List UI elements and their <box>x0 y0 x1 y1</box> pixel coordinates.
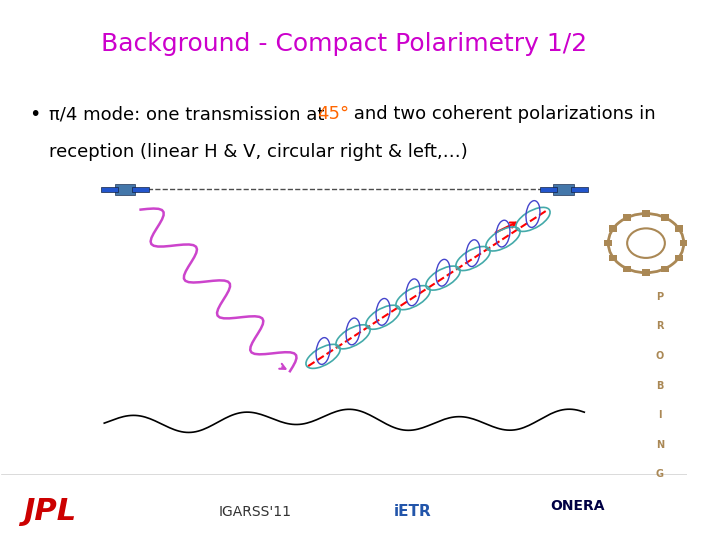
FancyBboxPatch shape <box>661 266 669 272</box>
FancyBboxPatch shape <box>554 184 574 195</box>
FancyBboxPatch shape <box>132 187 149 192</box>
Text: B: B <box>656 381 663 390</box>
Text: reception (linear H & V, circular right & left,…): reception (linear H & V, circular right … <box>50 143 468 161</box>
Text: Background - Compact Polarimetry 1/2: Background - Compact Polarimetry 1/2 <box>102 32 588 56</box>
Text: IGARSS'11: IGARSS'11 <box>219 505 292 519</box>
FancyBboxPatch shape <box>101 187 118 192</box>
Text: R: R <box>656 321 663 332</box>
FancyBboxPatch shape <box>114 184 135 195</box>
FancyBboxPatch shape <box>623 266 631 272</box>
FancyBboxPatch shape <box>604 240 613 246</box>
Text: iETR: iETR <box>394 504 432 519</box>
Text: ONERA: ONERA <box>550 500 605 514</box>
Text: and two coherent polarizations in: and two coherent polarizations in <box>348 105 655 123</box>
FancyBboxPatch shape <box>623 214 631 221</box>
FancyBboxPatch shape <box>661 214 669 221</box>
Text: O: O <box>656 351 664 361</box>
Text: N: N <box>656 440 664 450</box>
FancyBboxPatch shape <box>642 211 650 217</box>
Text: •: • <box>29 105 40 124</box>
Text: I: I <box>658 410 662 420</box>
FancyBboxPatch shape <box>675 255 683 261</box>
FancyBboxPatch shape <box>540 187 557 192</box>
FancyBboxPatch shape <box>680 240 688 246</box>
FancyBboxPatch shape <box>609 255 618 261</box>
Text: P: P <box>656 292 663 302</box>
FancyBboxPatch shape <box>675 225 683 232</box>
FancyBboxPatch shape <box>642 269 650 276</box>
FancyBboxPatch shape <box>570 187 588 192</box>
Text: 45°: 45° <box>317 105 349 123</box>
Text: JPL: JPL <box>23 497 76 526</box>
FancyBboxPatch shape <box>609 225 618 232</box>
Text: π/4 mode: one transmission at: π/4 mode: one transmission at <box>50 105 330 123</box>
Text: G: G <box>656 469 664 479</box>
